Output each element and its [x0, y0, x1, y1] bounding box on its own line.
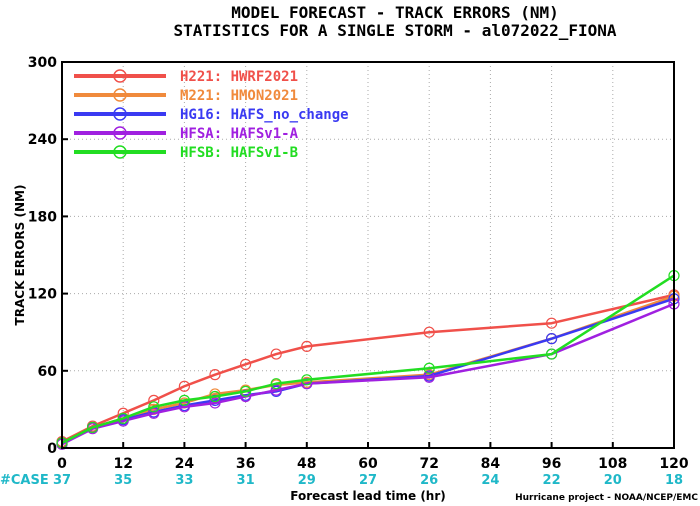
case-count: 35	[114, 473, 132, 488]
data-point	[545, 333, 558, 345]
data-point	[423, 326, 435, 338]
data-point	[209, 388, 221, 400]
y-axis-label: TRACK ERRORS (NM)	[13, 185, 27, 326]
data-point	[545, 317, 558, 329]
x-axis-label: Forecast lead time (hr)	[290, 489, 446, 503]
data-point	[301, 374, 313, 386]
case-count: 18	[665, 473, 683, 488]
legend-label: HFSA: HAFSv1-A	[180, 126, 299, 142]
case-count: 24	[481, 473, 499, 488]
data-point	[209, 369, 221, 381]
data-point	[178, 401, 190, 413]
x-axis-ticks: 0 12 24 36 48 60 72 84 96 108 120	[57, 442, 689, 472]
case-count: 29	[298, 473, 316, 488]
legend-marker	[113, 145, 127, 159]
data-point	[545, 348, 558, 360]
data-point	[148, 407, 160, 419]
legend-label: H221: HWRF2021	[180, 69, 298, 85]
y-tick-label: 120	[28, 287, 57, 303]
legend-label: M221: HMON2021	[180, 88, 298, 104]
case-count: 26	[420, 473, 438, 488]
case-count: 27	[359, 473, 377, 488]
x-tick-label: 84	[481, 456, 501, 472]
chart-title: MODEL FORECAST - TRACK ERRORS (NM)	[231, 3, 559, 22]
x-tick-label: 24	[175, 456, 195, 472]
credit-text: Hurricane project - NOAA/NCEP/EMC	[515, 493, 698, 503]
data-point	[240, 385, 252, 397]
y-tick-label: 60	[38, 364, 58, 380]
data-point	[148, 394, 160, 406]
data-point	[301, 340, 313, 352]
data-point	[423, 362, 435, 374]
chart-subtitle: STATISTICS FOR A SINGLE STORM - al072022…	[173, 21, 616, 40]
x-tick-label: 60	[358, 456, 378, 472]
x-tick-label: 48	[297, 456, 316, 472]
x-tick-label: 36	[236, 456, 255, 472]
grid	[62, 62, 674, 448]
data-point	[178, 394, 190, 406]
data-point	[270, 348, 282, 360]
data-point	[240, 358, 252, 370]
data-point	[86, 421, 99, 434]
case-counts: 37 35 33 31 29 27 26 24 22 20 18	[53, 473, 683, 488]
case-count: 20	[604, 473, 622, 488]
legend-label: HG16: HAFS_no_change	[180, 107, 349, 123]
legend-marker	[113, 69, 127, 83]
y-tick-label: 240	[28, 132, 57, 148]
series-line	[61, 293, 675, 443]
x-tick-label: 12	[113, 456, 132, 472]
x-tick-label: 96	[542, 456, 561, 472]
legend-marker	[113, 107, 127, 121]
x-tick-label: 108	[598, 456, 627, 472]
case-count: 37	[53, 473, 71, 488]
y-tick-label: 180	[28, 209, 57, 225]
case-count: 22	[543, 473, 561, 488]
x-tick-label: 0	[57, 456, 67, 472]
data-point	[209, 390, 221, 403]
legend-label: HFSB: HAFSv1-B	[180, 145, 298, 161]
case-count: 31	[237, 473, 255, 488]
data-point	[270, 378, 282, 390]
y-tick-label: 300	[28, 55, 57, 71]
x-tick-label: 72	[419, 456, 438, 472]
legend: H221: HWRF2021 M221: HMON2021 HG16: HAFS_n…	[74, 69, 349, 161]
plot-frame	[61, 61, 675, 449]
data-point	[270, 384, 282, 396]
data-point	[209, 397, 221, 409]
legend-marker	[113, 88, 127, 102]
data-point	[423, 371, 435, 383]
case-count: 33	[175, 473, 193, 488]
y-tick-label: 0	[47, 441, 57, 457]
legend-marker	[113, 126, 127, 140]
data-point	[117, 412, 129, 425]
y-axis-ticks: 0 60 120 180 240 300	[28, 55, 68, 457]
data-point	[148, 401, 160, 413]
x-tick-label: 120	[659, 456, 688, 472]
data-point	[178, 380, 190, 392]
case-label: #CASE	[0, 473, 49, 488]
series-lines	[56, 269, 680, 450]
